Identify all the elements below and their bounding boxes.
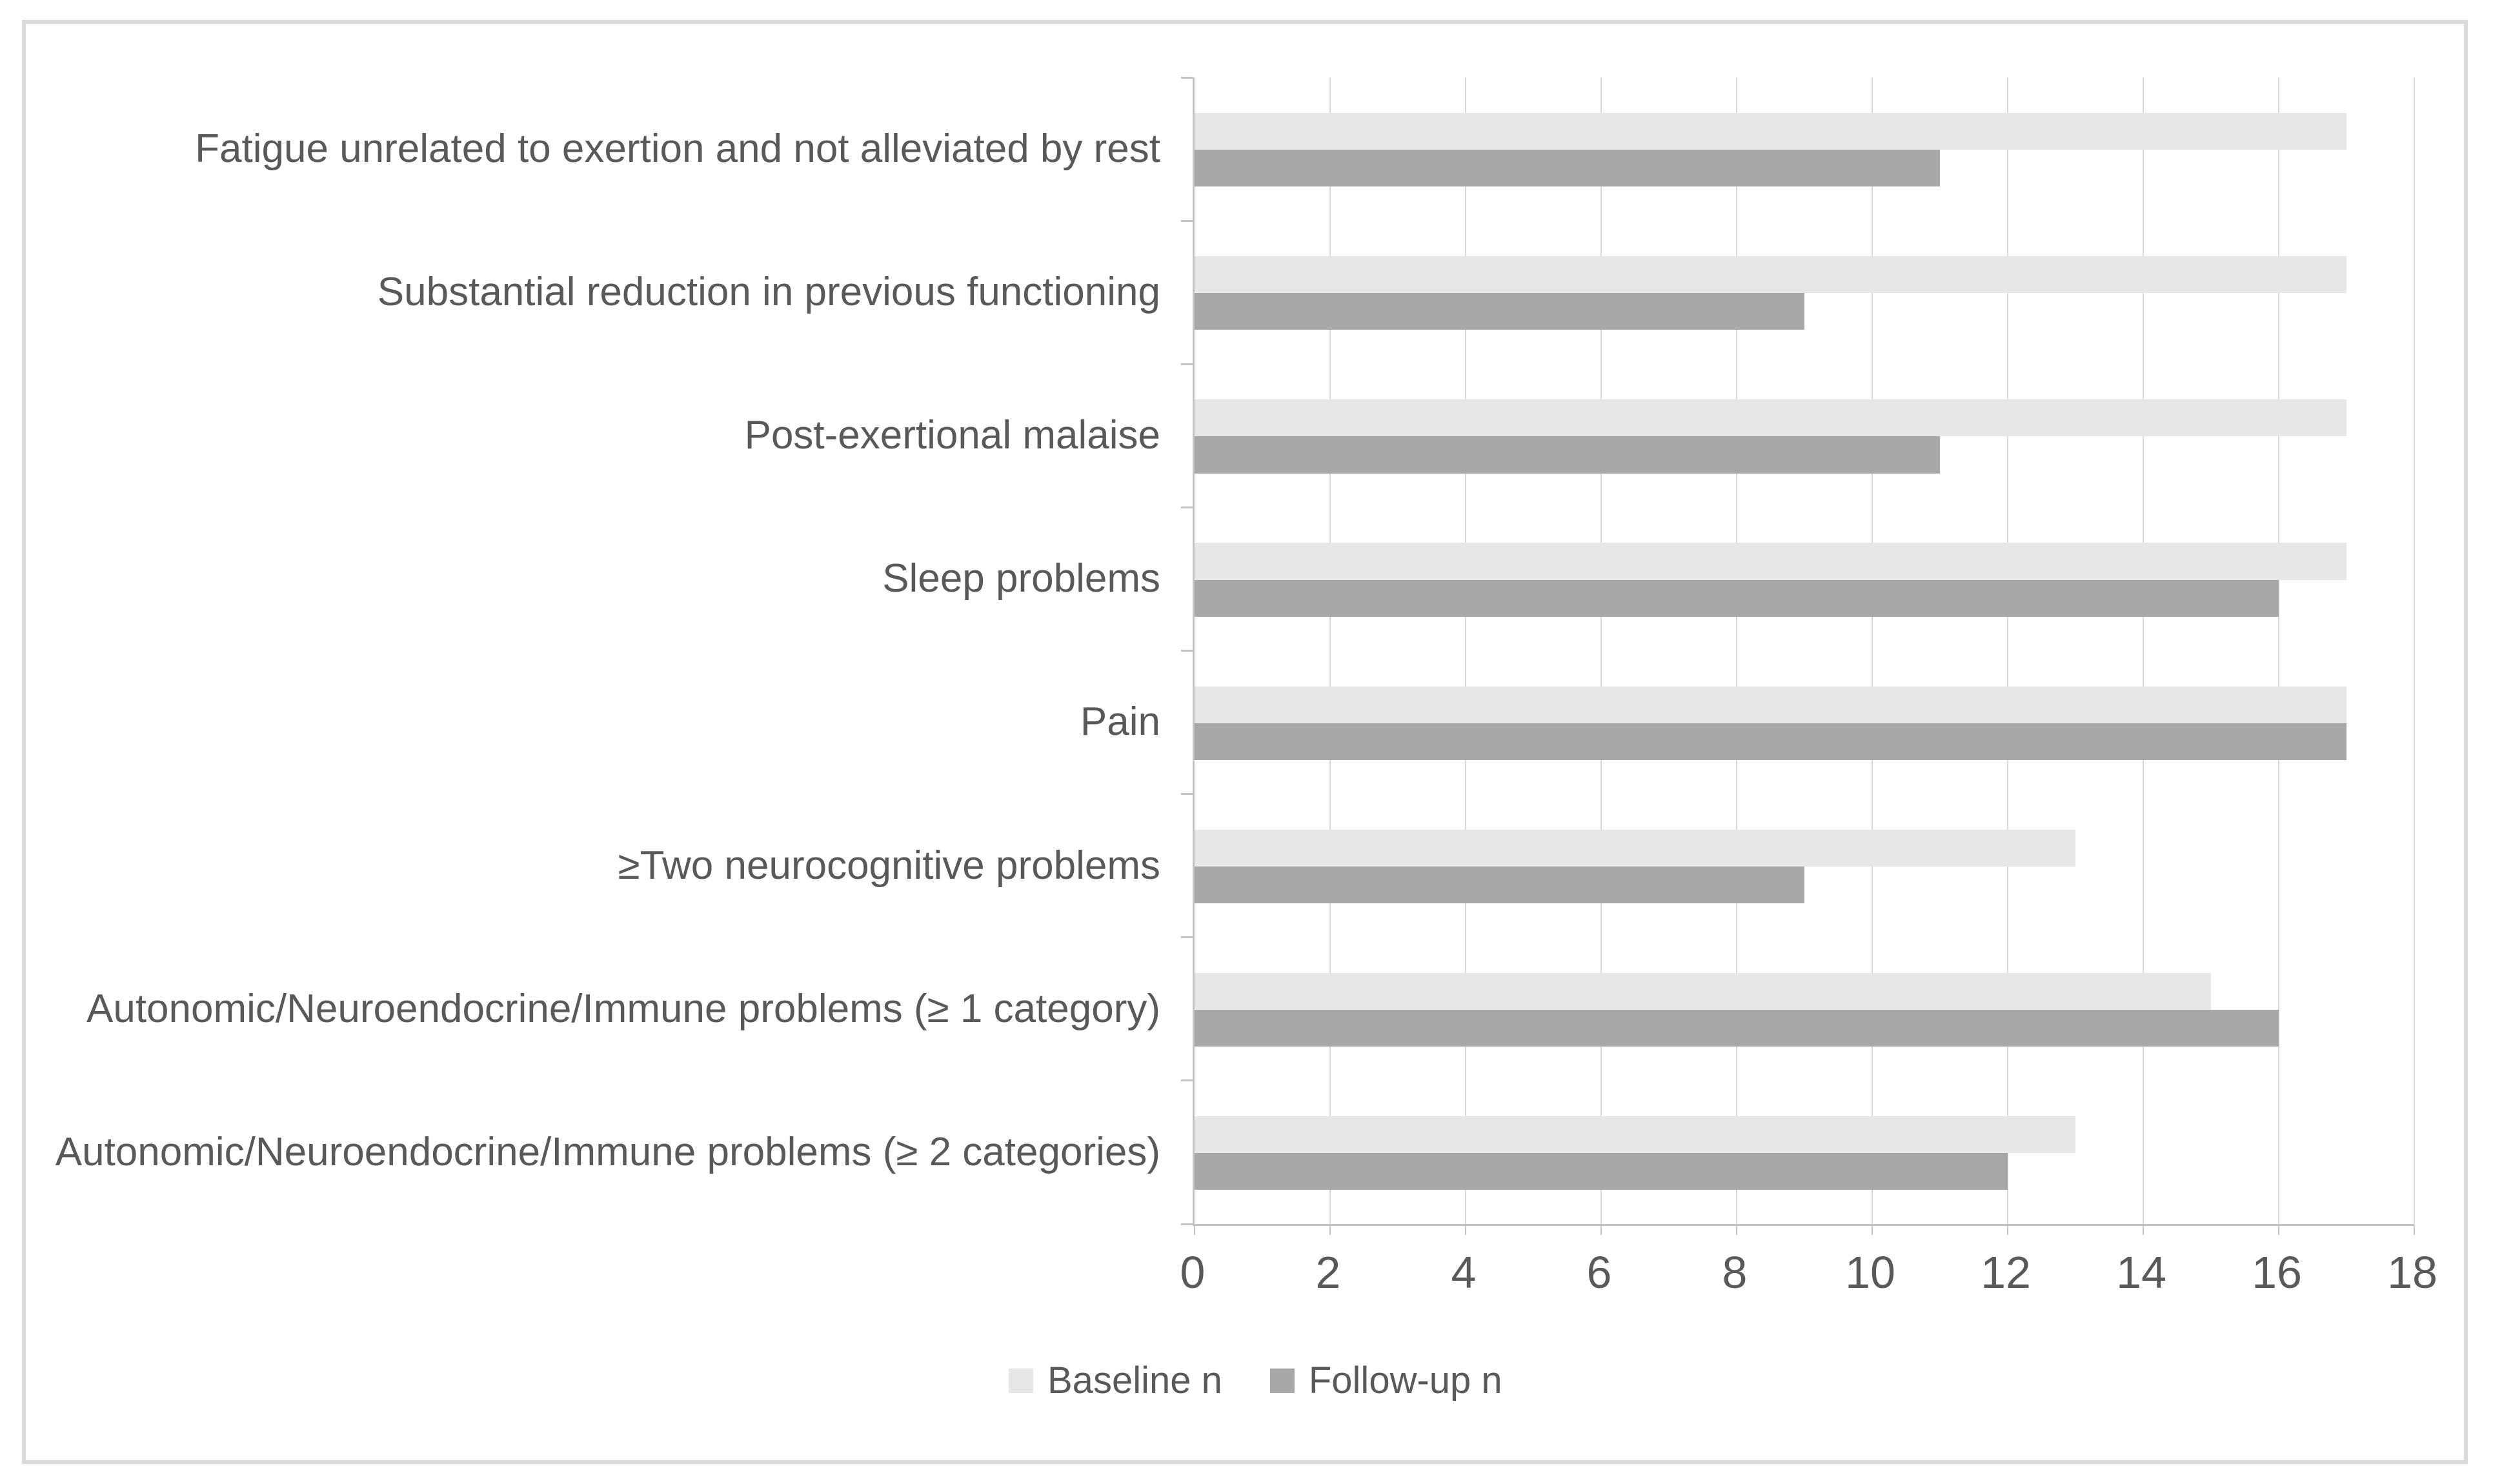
x-tick-label-2: 2 [1315, 1247, 1341, 1298]
x-axis-labels: 0 2 4 6 8 10 12 14 16 18 [1180, 1247, 2437, 1305]
x-axis-tick [2278, 1226, 2279, 1235]
legend-item-baseline: Baseline n [1009, 1359, 1222, 1402]
x-tick-label-12: 12 [1981, 1247, 2031, 1298]
x-tick-label-16: 16 [2252, 1247, 2302, 1298]
gridline-x-16 [2278, 77, 2279, 1224]
category-axis: Fatigue unrelated to exertion and not al… [26, 77, 1160, 1224]
bar-followup-4 [1195, 723, 2347, 760]
x-tick-label-4: 4 [1451, 1247, 1477, 1298]
x-tick-label-18: 18 [2387, 1247, 2437, 1298]
category-label-2: Post-exertional malaise [744, 413, 1160, 458]
bar-followup-6 [1195, 1009, 2279, 1047]
followup-swatch-icon [1269, 1368, 1295, 1393]
y-axis-tick [1181, 1223, 1193, 1225]
bar-followup-3 [1195, 579, 2279, 617]
x-axis-tick [2007, 1226, 2008, 1235]
bar-followup-0 [1195, 150, 1940, 187]
bar-baseline-3 [1195, 543, 2347, 580]
bar-baseline-6 [1195, 972, 2211, 1010]
y-axis-tick [1181, 936, 1193, 939]
gridline-x-10 [1872, 77, 1873, 1224]
x-axis-tick [1600, 1226, 1602, 1235]
y-axis-tick [1181, 219, 1193, 222]
gridline-x-8 [1736, 77, 1737, 1224]
bar-baseline-0 [1195, 113, 2347, 150]
x-axis-tick [1329, 1226, 1331, 1235]
x-axis-tick [2414, 1226, 2415, 1235]
bar-followup-5 [1195, 866, 1804, 903]
gridline-x-6 [1600, 77, 1602, 1224]
x-tick-label-8: 8 [1722, 1247, 1748, 1298]
bar-baseline-4 [1195, 686, 2347, 723]
gridline-x-14 [2143, 77, 2144, 1224]
bar-followup-1 [1195, 293, 1804, 330]
bar-baseline-2 [1195, 399, 2347, 437]
y-axis-tick [1181, 363, 1193, 365]
bar-baseline-7 [1195, 1116, 2075, 1154]
x-axis-tick [1872, 1226, 1873, 1235]
y-axis-tick [1181, 793, 1193, 796]
bar-followup-7 [1195, 1153, 2008, 1190]
y-axis-tick [1181, 1079, 1193, 1082]
baseline-swatch-icon [1009, 1368, 1033, 1393]
y-axis-tick [1181, 506, 1193, 508]
bar-baseline-5 [1195, 829, 2075, 867]
category-label-6: Autonomic/Neuroendocrine/Immune problems… [86, 986, 1160, 1031]
x-tick-label-14: 14 [2116, 1247, 2166, 1298]
legend-label-baseline: Baseline n [1047, 1359, 1222, 1401]
category-label-3: Sleep problems [882, 556, 1160, 601]
category-label-7: Autonomic/Neuroendocrine/Immune problems… [55, 1129, 1160, 1174]
x-tick-label-10: 10 [1845, 1247, 1895, 1298]
category-label-1: Substantial reduction in previous functi… [377, 270, 1160, 315]
x-axis-tick [1736, 1226, 1737, 1235]
legend-label-followup: Follow-up n [1308, 1359, 1502, 1401]
legend: Baseline n Follow-up n [1009, 1359, 1502, 1402]
x-tick-label-0: 0 [1180, 1247, 1206, 1298]
x-axis-tick [1465, 1226, 1466, 1235]
gridline-x-12 [2007, 77, 2008, 1224]
y-axis-tick [1181, 76, 1193, 79]
y-axis-tick [1181, 650, 1193, 652]
bar-followup-2 [1195, 436, 1940, 474]
gridline-x-18 [2414, 77, 2415, 1224]
gridline-x-2 [1329, 77, 1331, 1224]
x-tick-label-6: 6 [1586, 1247, 1612, 1298]
category-label-5: ≥Two neurocognitive problems [618, 843, 1160, 888]
x-axis-tick [2143, 1226, 2144, 1235]
bar-baseline-1 [1195, 256, 2347, 294]
x-axis-tick [1194, 1226, 1195, 1235]
category-label-0: Fatigue unrelated to exertion and not al… [195, 126, 1160, 171]
x-axis-line [1193, 1224, 2414, 1226]
gridline-x-4 [1465, 77, 1466, 1224]
legend-item-followup: Follow-up n [1269, 1359, 1502, 1402]
category-label-4: Pain [1080, 699, 1160, 745]
plot-area [1181, 76, 2415, 1235]
